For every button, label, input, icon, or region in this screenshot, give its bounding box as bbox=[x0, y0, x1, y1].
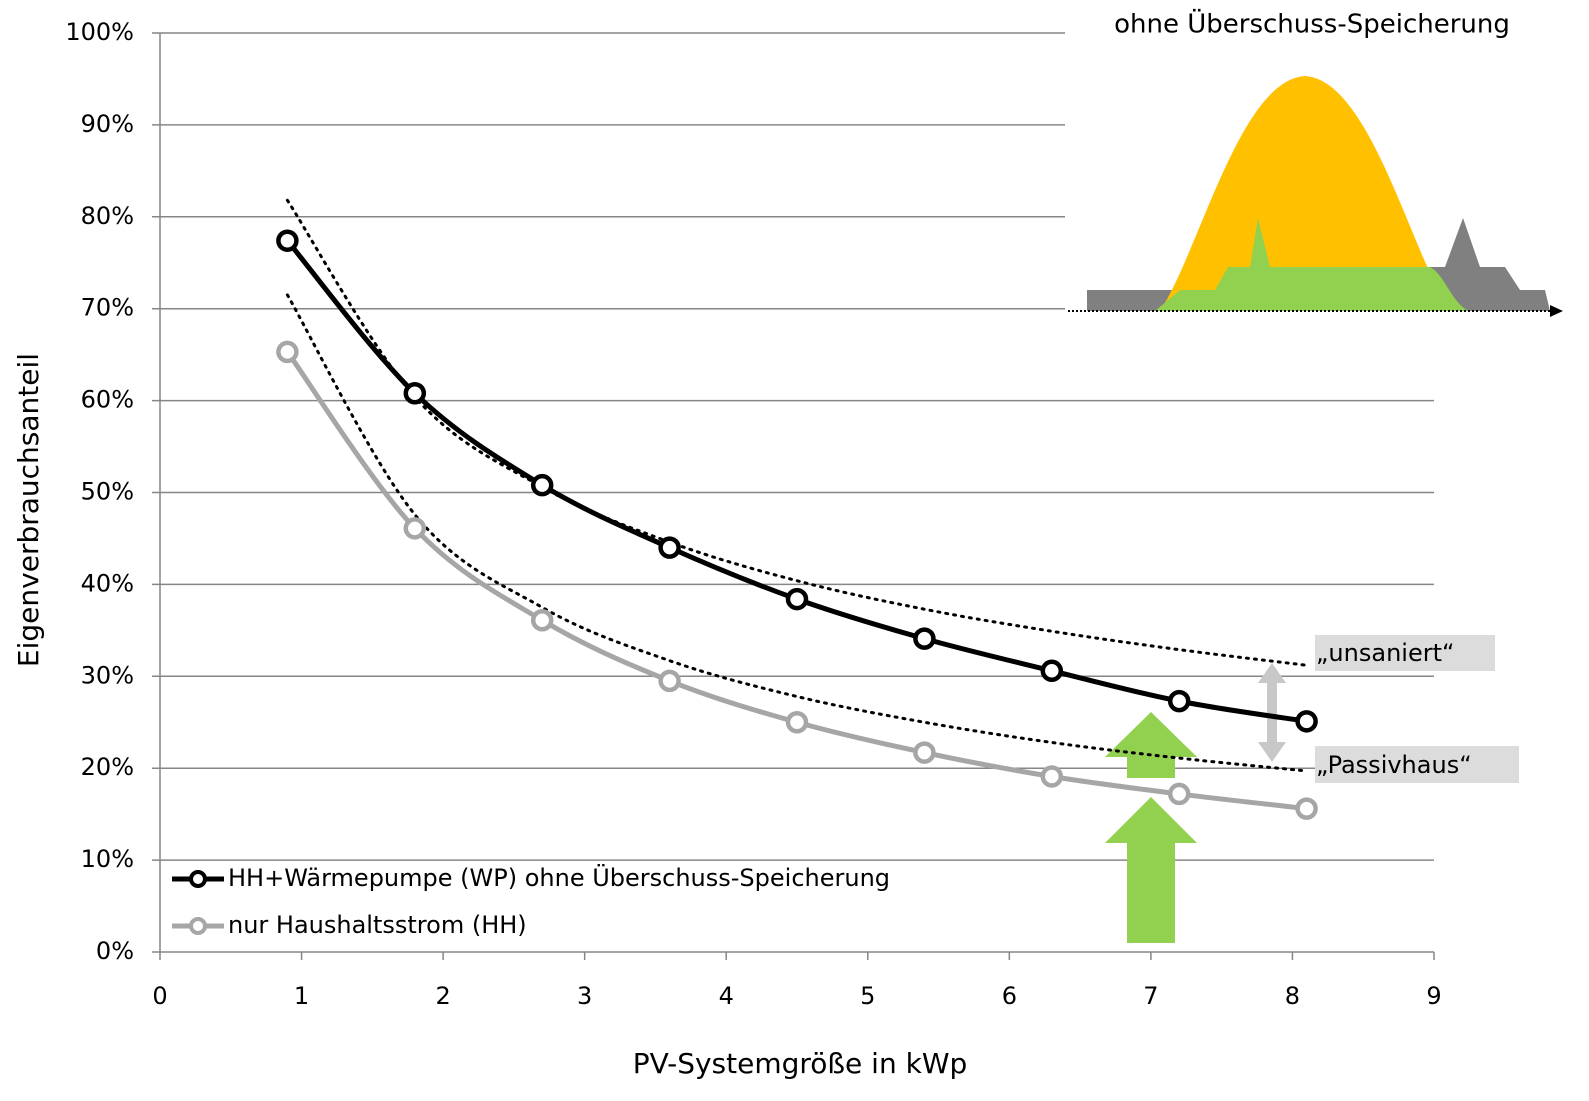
y-axis-label: Eigenverbrauchsanteil bbox=[12, 353, 45, 667]
x-tick-label: 3 bbox=[577, 982, 592, 1010]
marker bbox=[530, 608, 554, 632]
gray-double-arrow bbox=[1258, 663, 1286, 762]
legend-marker bbox=[189, 917, 207, 935]
marker bbox=[276, 229, 299, 252]
marker bbox=[785, 587, 809, 611]
marker bbox=[658, 536, 681, 559]
y-tick-label: 100% bbox=[65, 18, 134, 46]
inset-self-consumption bbox=[1155, 218, 1468, 311]
inset-pv-curve bbox=[1160, 76, 1450, 311]
x-tick-label: 7 bbox=[1143, 982, 1158, 1010]
green-arrow bbox=[1105, 797, 1197, 943]
inset-diagram bbox=[1068, 76, 1563, 317]
x-tick-label: 6 bbox=[1002, 982, 1017, 1010]
marker bbox=[1167, 782, 1191, 806]
y-tick-label: 50% bbox=[81, 478, 134, 506]
y-tick-label: 10% bbox=[81, 845, 134, 873]
annotation-box bbox=[1315, 746, 1519, 783]
marker bbox=[1295, 710, 1318, 733]
marker bbox=[785, 711, 809, 734]
marker bbox=[276, 340, 299, 364]
marker bbox=[658, 669, 681, 693]
x-tick-label: 5 bbox=[860, 982, 875, 1010]
series-line bbox=[285, 239, 1307, 724]
x-tick-label: 0 bbox=[152, 982, 167, 1010]
reference-line bbox=[285, 293, 1309, 773]
y-tick-label: 80% bbox=[81, 202, 134, 230]
x-tick-label: 2 bbox=[435, 982, 450, 1010]
annotation: „Passivhaus“ bbox=[1316, 751, 1472, 779]
marker bbox=[403, 517, 427, 540]
green-arrow bbox=[1105, 712, 1197, 778]
marker bbox=[913, 741, 936, 764]
marker bbox=[1040, 659, 1064, 683]
marker bbox=[913, 627, 936, 650]
arrows bbox=[1105, 635, 1519, 943]
y-tick-label: 0% bbox=[96, 937, 134, 965]
legend-label: HH+Wärmepumpe (WP) ohne Überschuss-Speic… bbox=[228, 863, 890, 892]
inset-title: ohne Überschuss-Speicherung bbox=[1114, 8, 1510, 40]
x-axis-label: PV-Systemgröße in kWp bbox=[633, 1047, 968, 1080]
legend-marker bbox=[189, 870, 207, 888]
x-tick-label: 4 bbox=[719, 982, 734, 1010]
legend-label: nur Haushaltsstrom (HH) bbox=[228, 911, 527, 939]
marker bbox=[1295, 797, 1318, 820]
x-tick-label: 9 bbox=[1426, 982, 1441, 1010]
x-tick-label: 1 bbox=[294, 982, 309, 1010]
y-tick-label: 20% bbox=[81, 753, 134, 781]
marker bbox=[530, 473, 554, 497]
marker bbox=[1167, 689, 1191, 713]
y-tick-label: 30% bbox=[81, 661, 134, 689]
y-tick-label: 90% bbox=[81, 110, 134, 138]
marker bbox=[1040, 765, 1064, 788]
annotation-box bbox=[1315, 635, 1495, 671]
x-tick-label: 8 bbox=[1285, 982, 1300, 1010]
inset-axis-arrow bbox=[1550, 305, 1563, 317]
annotation: „unsaniert“ bbox=[1316, 639, 1454, 667]
y-tick-label: 40% bbox=[81, 569, 134, 597]
y-tick-label: 60% bbox=[81, 386, 134, 414]
marker bbox=[403, 381, 427, 405]
y-tick-label: 70% bbox=[81, 294, 134, 322]
